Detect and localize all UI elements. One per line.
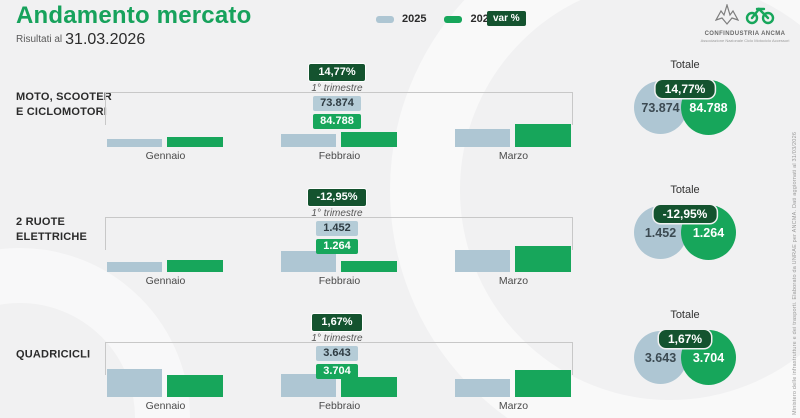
- totale-title: Totale: [670, 59, 700, 71]
- quarter-value-2025: 3.643: [316, 346, 358, 361]
- month-label-marzo: Marzo: [498, 150, 529, 162]
- quarter-value-2025: 1.452: [316, 221, 358, 236]
- totale-var-badge: -12,95%: [653, 205, 717, 223]
- moto-wheels-icon: [745, 4, 775, 31]
- bar-2026-febbraio: [341, 261, 397, 272]
- quarter-var-badge: 14,77%: [309, 64, 365, 81]
- totale-block: Totale 73.874 84.788 14,77%: [630, 59, 740, 169]
- month-label-febbraio: Febbraio: [318, 150, 361, 162]
- totale-title: Totale: [670, 309, 700, 321]
- legend-swatch-2025: [376, 15, 394, 23]
- bar-group-marzo: [455, 117, 571, 147]
- bar-2026-febbraio: [341, 132, 397, 147]
- section-label: 2 RUOTE ELETTRICHE: [16, 216, 88, 243]
- quarter-value-2026: 1.264: [316, 239, 358, 254]
- legend-swatch-2026: [444, 15, 463, 23]
- month-label-gennaio: Gennaio: [145, 275, 186, 287]
- quarter-bracket: [105, 217, 573, 250]
- bar-2026-marzo: [515, 246, 571, 272]
- bar-2025-gennaio: [107, 369, 162, 397]
- bar-group-febbraio: [281, 117, 397, 147]
- bar-group-febbraio: [281, 367, 397, 397]
- bar-2025-febbraio: [281, 134, 336, 147]
- logo-org-name: CONFINDUSTRIA ANCMA: [704, 31, 786, 37]
- bar-group-gennaio: [107, 117, 223, 147]
- quarter-var-badge: -12,95%: [307, 189, 367, 206]
- month-label-febbraio: Febbraio: [318, 275, 361, 287]
- month-label-gennaio: Gennaio: [145, 400, 186, 412]
- section-label: MOTO, SCOOTER E CICLOMOTORI: [16, 91, 112, 118]
- bar-2025-gennaio: [107, 139, 162, 147]
- section-moto-scooter-ciclomotori: MOTO, SCOOTER E CICLOMOTORI 14,77% 1° tr…: [0, 59, 800, 187]
- month-label-febbraio: Febbraio: [318, 400, 361, 412]
- quarter-summary: -12,95% 1° trimestre 1.452 1.264: [237, 187, 437, 254]
- bar-group-marzo: [455, 367, 571, 397]
- section-quadricicli: QUADRICICLI 1,67% 1° trimestre 3.643 3.7…: [0, 309, 800, 418]
- bar-2026-marzo: [515, 370, 571, 397]
- bar-group-febbraio: [281, 242, 397, 272]
- section-label: QUADRICICLI: [16, 348, 91, 361]
- var-percent-badge: var %: [487, 11, 526, 26]
- month-label-gennaio: Gennaio: [145, 150, 186, 162]
- quarter-period-label: 1° trimestre: [311, 208, 363, 219]
- bar-group-marzo: [455, 242, 571, 272]
- quarter-value-2026: 84.788: [313, 114, 361, 129]
- quarter-value-2025: 73.874: [313, 96, 361, 111]
- bar-group-gennaio: [107, 242, 223, 272]
- bar-2026-febbraio: [341, 377, 397, 397]
- bar-2025-marzo: [455, 129, 510, 147]
- quarter-bracket: [105, 342, 573, 375]
- subtitle-date: 31.03.2026: [65, 31, 146, 48]
- quarter-var-badge: 1,67%: [312, 314, 362, 331]
- logo-tagline: Associazione Nazionale Ciclo Motociclo A…: [700, 38, 790, 43]
- quarter-summary: 1,67% 1° trimestre 3.643 3.704: [237, 312, 437, 379]
- bar-group-gennaio: [107, 367, 223, 397]
- bar-2025-febbraio: [281, 374, 336, 397]
- bar-2025-marzo: [455, 250, 510, 272]
- quarter-period-label: 1° trimestre: [311, 333, 363, 344]
- quarter-bracket: [105, 92, 573, 125]
- legend: 2025 2026: [376, 13, 505, 25]
- bar-2025-gennaio: [107, 262, 162, 272]
- page-title: Andamento mercato: [16, 2, 252, 29]
- totale-block: Totale 3.643 3.704 1,67%: [630, 309, 740, 418]
- bar-2026-marzo: [515, 124, 571, 147]
- bar-2025-marzo: [455, 379, 510, 397]
- section-2-ruote-elettriche: 2 RUOTE ELETTRICHE -12,95% 1° trimestre …: [0, 184, 800, 312]
- legend-label-2025: 2025: [402, 13, 427, 25]
- totale-block: Totale 1.452 1.264 -12,95%: [630, 184, 740, 294]
- subtitle: Risultati al 31.03.2026: [16, 31, 145, 49]
- bar-2026-gennaio: [167, 137, 223, 147]
- month-label-marzo: Marzo: [498, 400, 529, 412]
- totale-var-badge: 14,77%: [655, 80, 715, 98]
- subtitle-prefix: Risultati al: [16, 34, 63, 45]
- bar-2026-gennaio: [167, 260, 223, 272]
- eagle-icon: [714, 2, 740, 31]
- bar-2025-febbraio: [281, 251, 336, 272]
- quarter-summary: 14,77% 1° trimestre 73.874 84.788: [237, 62, 437, 129]
- bar-2026-gennaio: [167, 375, 223, 397]
- quarter-value-2026: 3.704: [316, 364, 358, 379]
- confindustria-ancma-logo: CONFINDUSTRIA ANCMA Associazione Naziona…: [700, 2, 790, 43]
- month-label-marzo: Marzo: [498, 275, 529, 287]
- totale-var-badge: 1,67%: [658, 330, 712, 348]
- totale-title: Totale: [670, 184, 700, 196]
- quarter-period-label: 1° trimestre: [311, 83, 363, 94]
